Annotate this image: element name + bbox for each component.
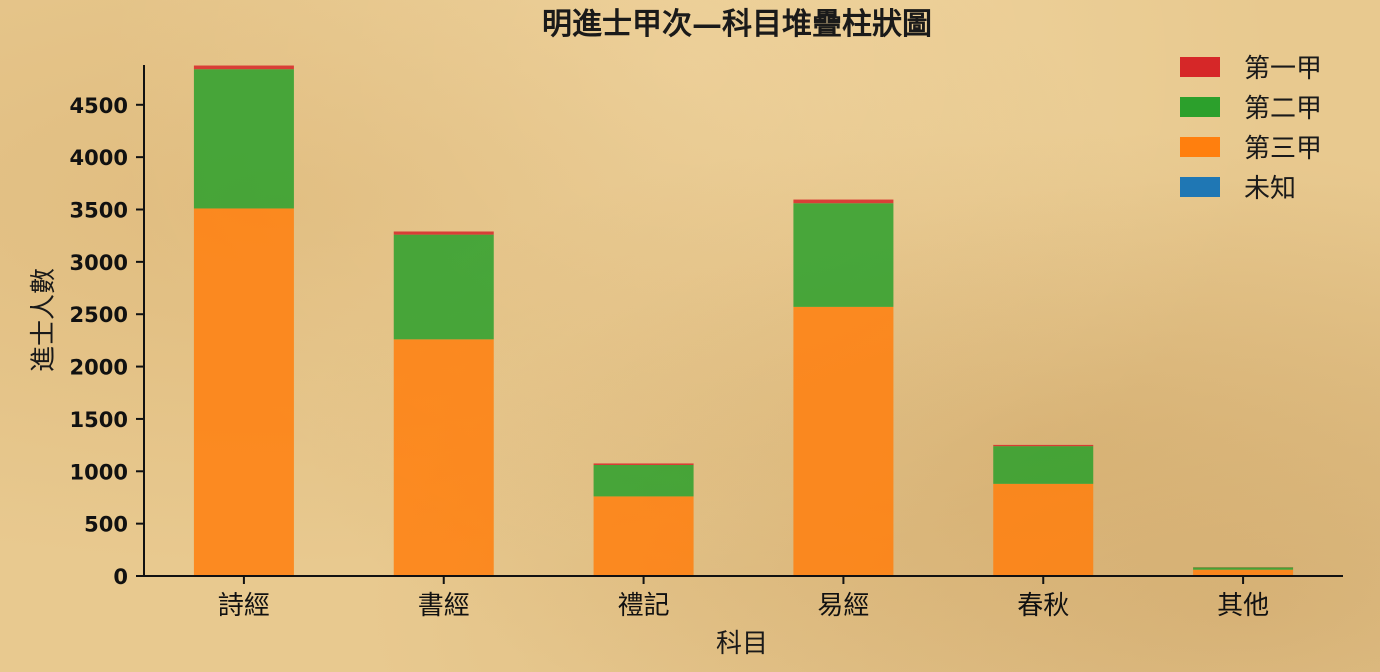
- chart-title: 明進士甲次—科目堆疊柱狀圖: [542, 7, 932, 42]
- bar-segment: [1193, 569, 1294, 576]
- legend-label: 第二甲: [1244, 94, 1322, 124]
- bars-group: [193, 65, 1294, 576]
- bar-segment: [993, 444, 1094, 447]
- bar-segment: [993, 446, 1094, 484]
- y-axis-label: 進士人數: [29, 268, 59, 372]
- y-tick-label: 0: [113, 565, 128, 589]
- y-tick-label: 3500: [70, 199, 128, 223]
- bar-segment: [593, 465, 694, 497]
- y-tick-label: 2500: [70, 303, 128, 327]
- legend-label: 第一甲: [1244, 54, 1322, 84]
- legend-swatch: [1180, 97, 1220, 117]
- y-tick-label: 3000: [70, 251, 128, 275]
- y-tick-label: 4500: [70, 94, 128, 118]
- bar-segment: [793, 199, 894, 204]
- x-tick-label: 詩經: [218, 591, 270, 621]
- legend-swatch: [1180, 137, 1220, 157]
- bar-segment: [993, 483, 1094, 576]
- y-tick-label: 1500: [70, 408, 128, 432]
- legend-label: 未知: [1244, 174, 1296, 204]
- bar-segment: [593, 496, 694, 576]
- x-tick-label: 書經: [418, 591, 470, 621]
- bar-segment: [193, 65, 294, 70]
- bar-segment: [793, 203, 894, 307]
- y-tick-label: 500: [84, 513, 128, 537]
- x-tick-label: 禮記: [618, 591, 670, 621]
- x-tick-label: 其他: [1217, 591, 1269, 621]
- axes-group: 0 500 1000 1500 2000 2500 3000 3500 4000 4500 詩經 書經…: [70, 65, 1343, 621]
- bar-segment: [393, 231, 494, 235]
- x-tick-label: 春秋: [1017, 591, 1069, 621]
- bar-segment: [393, 234, 494, 340]
- bar-segment: [593, 463, 694, 466]
- y-tick-label: 1000: [70, 460, 128, 484]
- bar-segment: [1193, 567, 1294, 570]
- x-axis-label: 科目: [716, 629, 768, 659]
- y-tick-label: 2000: [70, 356, 128, 380]
- x-tick-label: 易經: [817, 591, 869, 621]
- legend-swatch: [1180, 57, 1220, 77]
- bar-segment: [793, 306, 894, 576]
- legend-swatch: [1180, 177, 1220, 197]
- y-tick-label: 4000: [70, 146, 128, 170]
- bar-segment: [193, 69, 294, 209]
- bar-segment: [193, 208, 294, 576]
- bar-segment: [393, 339, 494, 576]
- legend-label: 第三甲: [1244, 134, 1322, 164]
